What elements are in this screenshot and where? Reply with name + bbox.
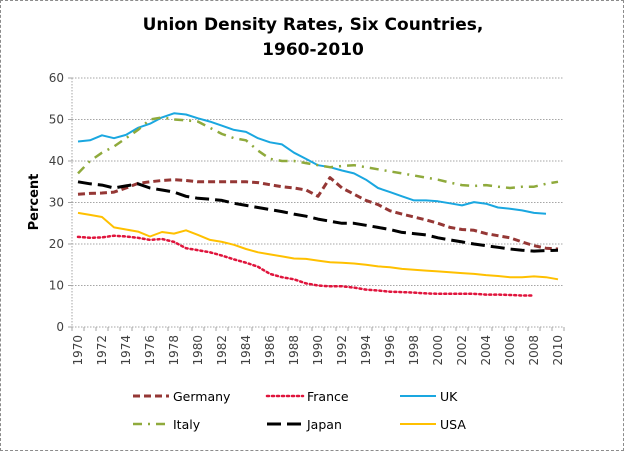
series-line-italy (78, 117, 558, 188)
legend-item-italy: Italy (133, 417, 201, 432)
series-line-uk (78, 113, 546, 213)
series-line-usa (78, 213, 558, 279)
y-tick-labels: 0 10 20 30 40 50 60 (49, 71, 64, 334)
x-tick-label: 1984 (239, 335, 253, 366)
x-tick-label: 2008 (527, 335, 541, 366)
chart-title-line-2: 1960-2010 (262, 40, 364, 60)
x-tick-label: 1998 (407, 335, 421, 366)
legend: Germany France UK Italy Japan USA (133, 389, 466, 432)
x-tick-label: 2006 (503, 335, 517, 366)
y-tick-label: 20 (49, 237, 64, 251)
legend-label: Germany (173, 389, 231, 404)
x-tick-label: 1974 (119, 335, 133, 366)
x-tick-label: 1992 (335, 335, 349, 366)
x-tick-label: 1988 (287, 335, 301, 366)
y-tick-label: 10 (49, 279, 64, 293)
x-tick-label: 1978 (167, 335, 181, 366)
x-tick-label: 2010 (551, 335, 565, 366)
x-tick-labels: 1970 1972 1974 1976 1978 1980 1982 1984 1986 1988… (71, 335, 565, 366)
x-tick-label: 1996 (383, 335, 397, 366)
x-tick-label: 1982 (215, 335, 229, 366)
chart-title: Union Density Rates, Six Countries, 1960… (143, 15, 484, 60)
series-line-france (78, 236, 534, 296)
legend-item-france: France (267, 389, 349, 404)
x-tick-label: 2000 (431, 335, 445, 366)
x-tick-label: 2002 (455, 335, 469, 366)
y-tick-label: 60 (49, 71, 64, 85)
y-tick-label: 50 (49, 113, 64, 127)
y-tick-label: 40 (49, 154, 64, 168)
x-tick-label: 1980 (191, 335, 205, 366)
legend-label: UK (440, 389, 458, 404)
x-tick-label: 1994 (359, 335, 373, 366)
legend-item-usa: USA (400, 417, 466, 432)
legend-label: Italy (173, 417, 201, 432)
legend-label: France (307, 389, 349, 404)
x-tick-label: 1972 (95, 335, 109, 366)
legend-item-japan: Japan (267, 417, 342, 432)
x-tick-label: 1976 (143, 335, 157, 366)
x-tick-label: 1990 (311, 335, 325, 366)
y-axis-label: Percent (27, 174, 42, 231)
legend-item-germany: Germany (133, 389, 231, 404)
x-tick-label: 1986 (263, 335, 277, 366)
legend-label: USA (440, 417, 466, 432)
y-tick-label: 30 (49, 196, 64, 210)
legend-label: Japan (306, 417, 342, 432)
series-lines (78, 113, 558, 295)
x-tick-label: 1970 (71, 335, 85, 366)
x-tick-label: 2004 (479, 335, 493, 366)
chart-title-line-1: Union Density Rates, Six Countries, (143, 15, 484, 35)
y-tick-label: 0 (56, 320, 64, 334)
legend-item-uk: UK (400, 389, 458, 404)
